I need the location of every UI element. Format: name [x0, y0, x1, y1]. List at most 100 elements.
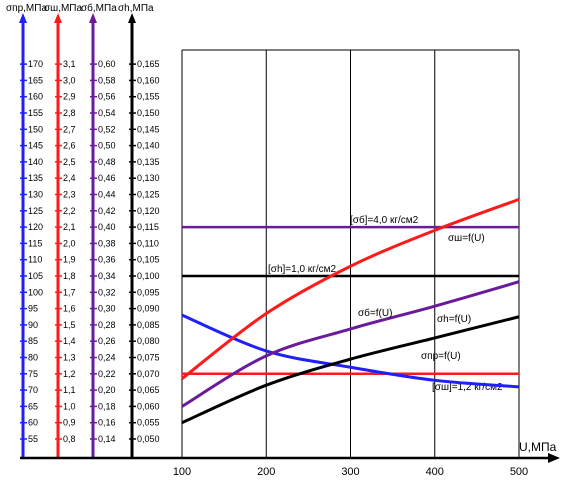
tick-label: 165 [28, 75, 43, 85]
tick-label: 2,9 [63, 92, 76, 102]
axis-title: σб,МПа [81, 2, 117, 14]
tick-label: 0,065 [137, 385, 160, 395]
tick-label: 75 [28, 369, 38, 379]
series-label: σh=f(U) [437, 314, 471, 325]
tick-label: 0,14 [98, 434, 116, 444]
x-tick-label: 100 [173, 466, 191, 478]
tick-label: 100 [28, 287, 43, 297]
tick-label: 0,095 [137, 287, 160, 297]
tick-label: 0,40 [98, 222, 116, 232]
tick-label: 2,5 [63, 157, 76, 167]
tick-label: 2,0 [63, 238, 76, 248]
tick-label: 0,115 [137, 222, 159, 232]
tick-label: 0,165 [137, 59, 160, 69]
tick-label: 1,6 [63, 304, 76, 314]
tick-label: 3,0 [63, 75, 76, 85]
series-line [181, 313, 520, 389]
tick-label: 0,50 [98, 141, 116, 151]
series-line [181, 280, 520, 408]
tick-label: 2,8 [63, 108, 76, 118]
tick-label: 0,060 [137, 401, 160, 411]
tick-label: 1,7 [63, 287, 76, 297]
tick-label: 0,36 [98, 255, 116, 265]
tick-label: 1,2 [63, 369, 76, 379]
left-axis-4: σh,МПа 0,050 0,055 0,060 0,065 0,070 0,075 0,08… [118, 3, 160, 458]
tick-label: 2,7 [63, 124, 76, 134]
tick-label: 0,9 [63, 418, 76, 428]
tick-label: 0,050 [137, 434, 160, 444]
tick-label: 0,26 [98, 336, 116, 346]
tick-label: 2,2 [63, 206, 76, 216]
tick-label: 0,125 [137, 190, 160, 200]
x-axis-title: U,МПа [519, 440, 557, 454]
tick-label: 0,075 [137, 353, 160, 363]
limit-label: [σб]=4,0 кг/см2 [350, 214, 419, 226]
tick-label: 60 [28, 418, 38, 428]
plot-grid [181, 49, 520, 458]
tick-label: 105 [28, 271, 43, 281]
tick-label: 0,54 [98, 108, 116, 118]
tick-label: 115 [28, 238, 42, 248]
limit-lines: [σб]=4,0 кг/см2 [σh]=1,0 кг/см2 [σш]=1,2 к… [182, 214, 519, 393]
tick-label: 0,145 [137, 124, 160, 134]
tick-label: 1,4 [63, 336, 76, 346]
tick-label: 0,135 [137, 157, 160, 167]
tick-label: 0,34 [98, 271, 116, 281]
tick-label: 0,8 [63, 434, 76, 444]
tick-label: 0,30 [98, 304, 116, 314]
tick-label: 85 [28, 336, 38, 346]
tick-label: 3,1 [63, 59, 76, 69]
axis-arrow [19, 13, 27, 23]
tick-label: 135 [28, 173, 43, 183]
tick-label: 0,42 [98, 206, 116, 216]
axis-title: σш,МПа [44, 3, 82, 14]
tick-label: 160 [28, 92, 43, 102]
tick-label: 0,20 [98, 385, 116, 395]
tick-label: 2,3 [63, 190, 76, 200]
tick-label: 125 [28, 206, 43, 216]
tick-label: 0,32 [98, 287, 116, 297]
x-tick-label: 500 [510, 466, 528, 478]
tick-label: 0,100 [137, 271, 160, 281]
tick-label: 0,155 [137, 92, 160, 102]
x-axis-arrow [548, 453, 560, 463]
tick-label: 140 [28, 157, 43, 167]
tick-label: 110 [28, 255, 42, 265]
tick-label: 150 [28, 124, 43, 134]
x-tick-label: 400 [426, 466, 444, 478]
tick-label: 1,0 [63, 401, 76, 411]
tick-label: 80 [28, 353, 38, 363]
tick-label: 1,5 [63, 320, 76, 330]
tick-label: 0,130 [137, 173, 160, 183]
tick-label: 0,24 [98, 353, 116, 363]
tick-label: 0,160 [137, 75, 160, 85]
tick-label: 170 [28, 59, 43, 69]
tick-label: 70 [28, 385, 38, 395]
annotations: σпр=f(U) σш=f(U) σб=f(U) σh=f(U) [358, 233, 485, 362]
left-axes-group: σпр,МПа 55 60 65 70 75 80 85 90 95 100 105 110 115 120… [6, 2, 160, 458]
tick-label: 0,44 [98, 190, 116, 200]
series-line [181, 315, 520, 425]
tick-label: 0,140 [137, 141, 160, 151]
tick-label: 0,055 [137, 418, 160, 428]
tick-label: 130 [28, 190, 43, 200]
tick-label: 90 [28, 320, 38, 330]
tick-label: 2,6 [63, 141, 76, 151]
axis-title: σпр,МПа [6, 3, 47, 14]
tick-label: 0,085 [137, 320, 160, 330]
tick-label: 0,090 [137, 304, 160, 314]
series-line [181, 197, 520, 380]
axis-arrow [128, 13, 136, 23]
tick-label: 120 [28, 222, 43, 232]
tick-label: 0,070 [137, 369, 160, 379]
tick-label: 0,18 [98, 401, 116, 411]
series-lines [181, 197, 520, 425]
left-axis-3: σб,МПа 0,14 0,16 0,18 0,20 0,22 0,24 0,26 0,28 0,… [81, 2, 117, 458]
tick-label: 0,150 [137, 108, 160, 118]
tick-label: 1,8 [63, 271, 76, 281]
tick-label: 1,1 [63, 385, 76, 395]
tick-label: 2,1 [63, 222, 76, 232]
tick-label: 0,110 [137, 238, 159, 248]
limit-label: [σш]=1,2 кг/см2 [432, 382, 503, 393]
